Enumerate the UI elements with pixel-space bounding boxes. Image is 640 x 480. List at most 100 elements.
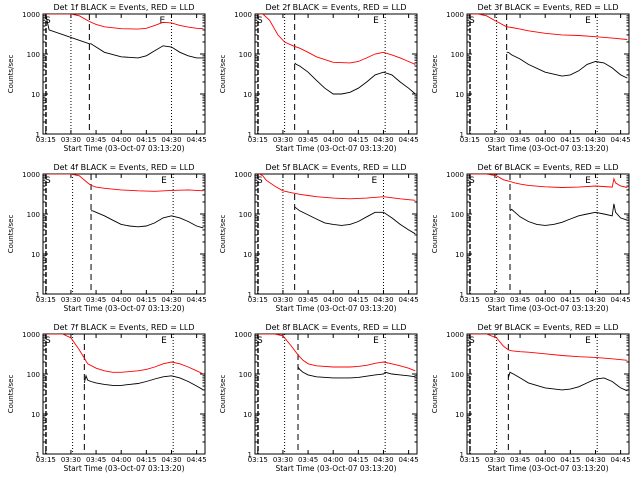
plot-frame bbox=[254, 333, 418, 455]
series-line-events bbox=[294, 206, 416, 235]
x-axis-label: Start Time (03-Oct-07 03:13:20) bbox=[487, 304, 608, 313]
series-line-lld bbox=[257, 174, 416, 201]
x-tick-label: 04:15 bbox=[560, 456, 580, 464]
series-line-events bbox=[509, 203, 628, 226]
y-tick-label: 10 bbox=[31, 91, 40, 99]
series-line-events bbox=[83, 374, 204, 391]
chart-title: Det 7f BLACK = Events, RED = LLD bbox=[53, 323, 194, 332]
x-tick-label: 03:30 bbox=[273, 136, 293, 144]
x-tick-label: 03:45 bbox=[510, 456, 530, 464]
x-tick-label: 04:45 bbox=[611, 296, 631, 304]
y-tick-label: 10 bbox=[31, 411, 40, 419]
x-tick-label: 03:15 bbox=[248, 136, 268, 144]
x-tick-label: 03:45 bbox=[298, 296, 318, 304]
x-tick-label: 04:30 bbox=[161, 296, 181, 304]
x-tick-label: 04:00 bbox=[111, 296, 131, 304]
start-marker-label: S bbox=[257, 16, 263, 26]
y-axis-label: Counts/sec bbox=[7, 55, 15, 94]
y-tick-label: 1000 bbox=[22, 11, 40, 19]
x-axis-label: Start Time (03-Oct-07 03:13:20) bbox=[63, 304, 184, 313]
x-tick-label: 04:45 bbox=[399, 136, 419, 144]
chart-panel: Det 7f BLACK = Events, RED = LLD Counts/s… bbox=[7, 323, 207, 473]
y-tick-label: 10 bbox=[243, 91, 252, 99]
plot-frame bbox=[466, 173, 630, 295]
x-tick-label: 03:45 bbox=[86, 456, 106, 464]
start-marker-label: S bbox=[45, 16, 51, 26]
x-tick-label: 03:30 bbox=[61, 296, 81, 304]
x-tick-label: 04:15 bbox=[348, 296, 368, 304]
x-tick-label: 04:45 bbox=[187, 296, 207, 304]
plot-frame bbox=[466, 13, 630, 135]
y-tick-label: 1 bbox=[248, 131, 252, 139]
x-tick-label: 03:45 bbox=[510, 296, 530, 304]
y-tick-label: 1000 bbox=[234, 171, 252, 179]
start-marker-label: S bbox=[45, 176, 51, 186]
x-tick-label: 03:15 bbox=[460, 296, 480, 304]
x-tick-label: 04:45 bbox=[611, 456, 631, 464]
y-axis-label: Counts/sec bbox=[219, 215, 227, 254]
x-tick-label: 03:15 bbox=[248, 296, 268, 304]
chart-title: Det 5f BLACK = Events, RED = LLD bbox=[265, 163, 406, 172]
x-tick-label: 04:30 bbox=[373, 456, 393, 464]
x-tick-label: 04:15 bbox=[136, 456, 156, 464]
plot-frame bbox=[466, 333, 630, 455]
x-tick-label: 04:00 bbox=[111, 456, 131, 464]
x-tick-label: 04:15 bbox=[560, 296, 580, 304]
x-axis-label: Start Time (03-Oct-07 03:13:20) bbox=[487, 464, 608, 473]
x-tick-label: 03:45 bbox=[86, 136, 106, 144]
y-tick-label: 1 bbox=[460, 451, 464, 459]
chart-title: Det 3f BLACK = Events, RED = LLD bbox=[477, 3, 618, 12]
end-marker-label: E bbox=[159, 16, 165, 26]
x-tick-label: 04:45 bbox=[187, 456, 207, 464]
series-line-lld bbox=[45, 14, 204, 30]
x-tick-label: 04:00 bbox=[323, 456, 343, 464]
y-axis-label: Counts/sec bbox=[219, 375, 227, 414]
chart-title: Det 9f BLACK = Events, RED = LLD bbox=[477, 323, 618, 332]
y-tick-label: 10 bbox=[31, 251, 40, 259]
chart-title: Det 8f BLACK = Events, RED = LLD bbox=[265, 323, 406, 332]
y-axis-label: Counts/sec bbox=[7, 375, 15, 414]
series-line-events bbox=[507, 371, 628, 392]
start-marker-label: S bbox=[257, 336, 263, 346]
end-marker-label: E bbox=[161, 176, 167, 186]
end-marker-label: E bbox=[161, 336, 167, 346]
x-tick-label: 03:45 bbox=[86, 296, 106, 304]
end-marker-label: E bbox=[373, 336, 379, 346]
y-axis-label: Counts/sec bbox=[431, 375, 439, 414]
x-axis-label: Start Time (03-Oct-07 03:13:20) bbox=[275, 304, 396, 313]
x-tick-label: 04:15 bbox=[348, 136, 368, 144]
chart-panel: Det 5f BLACK = Events, RED = LLD Counts/s… bbox=[219, 163, 419, 313]
x-tick-label: 04:00 bbox=[323, 296, 343, 304]
x-tick-label: 03:45 bbox=[298, 456, 318, 464]
chart-title: Det 2f BLACK = Events, RED = LLD bbox=[265, 3, 406, 12]
y-tick-label: 1000 bbox=[234, 11, 252, 19]
y-tick-label: 1000 bbox=[446, 11, 464, 19]
start-marker-label: S bbox=[469, 336, 475, 346]
y-tick-label: 100 bbox=[451, 371, 464, 379]
x-tick-label: 04:30 bbox=[585, 456, 605, 464]
series-line-lld bbox=[257, 334, 416, 372]
y-tick-label: 10 bbox=[455, 251, 464, 259]
y-tick-label: 1000 bbox=[22, 171, 40, 179]
y-tick-label: 100 bbox=[451, 211, 464, 219]
x-tick-label: 03:15 bbox=[36, 456, 56, 464]
series-line-events bbox=[91, 210, 204, 229]
y-tick-label: 10 bbox=[455, 411, 464, 419]
start-marker-label: S bbox=[469, 176, 475, 186]
x-tick-label: 04:45 bbox=[399, 296, 419, 304]
x-tick-label: 04:15 bbox=[136, 296, 156, 304]
x-tick-label: 04:15 bbox=[136, 136, 156, 144]
x-tick-label: 04:30 bbox=[161, 136, 181, 144]
chart-panel: Det 9f BLACK = Events, RED = LLD Counts/s… bbox=[431, 323, 631, 473]
chart-title: Det 4f BLACK = Events, RED = LLD bbox=[53, 163, 194, 172]
plot-frame bbox=[42, 13, 206, 135]
end-marker-label: E bbox=[373, 16, 379, 26]
y-tick-label: 100 bbox=[239, 51, 252, 59]
start-marker-label: S bbox=[469, 16, 475, 26]
y-tick-label: 10 bbox=[455, 91, 464, 99]
y-tick-label: 1 bbox=[460, 291, 464, 299]
y-tick-label: 10 bbox=[243, 251, 252, 259]
y-tick-label: 1 bbox=[36, 451, 40, 459]
series-line-lld bbox=[469, 174, 628, 188]
chart-panel: Det 6f BLACK = Events, RED = LLD Counts/s… bbox=[431, 163, 631, 313]
